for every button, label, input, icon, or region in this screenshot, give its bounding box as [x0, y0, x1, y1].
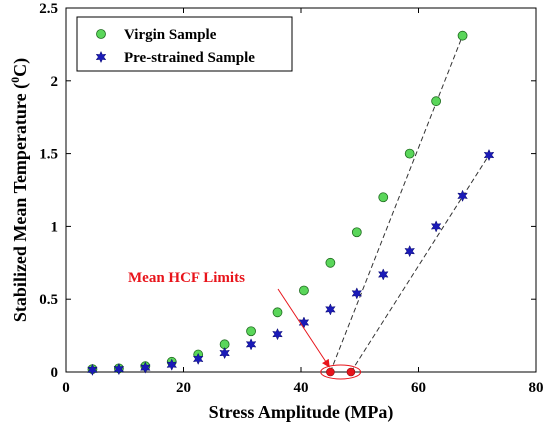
pre-strained-point	[272, 328, 283, 341]
y-axis-label: Stabilized Mean Temperature (0C)	[8, 58, 31, 322]
pre-strained-point	[404, 245, 415, 258]
y-axis-label-prefix: Stabilized Mean Temperature (	[10, 83, 31, 322]
legend: Virgin Sample Pre-strained Sample	[76, 16, 293, 72]
x-tick-label: 0	[62, 380, 70, 396]
y-tick-label: 2	[51, 74, 59, 90]
pre-strained-point	[192, 352, 204, 366]
pre-strained-point	[457, 189, 468, 202]
pre-strained-point	[483, 148, 495, 162]
y-tick-label: 0	[51, 365, 59, 381]
virgin-point	[325, 257, 336, 268]
pre-strained-point	[87, 363, 98, 376]
virgin-point	[246, 326, 256, 337]
virgin-point	[378, 192, 389, 203]
y-axis-label-suffix: C)	[10, 58, 31, 77]
virgin-point	[299, 285, 309, 296]
annotation-group: Mean HCF Limits	[128, 270, 362, 380]
legend-marker-pre-strained	[95, 50, 107, 64]
pre-strained-point	[166, 358, 178, 371]
fit-line	[350, 154, 490, 373]
legend-box	[76, 16, 293, 72]
pre-strained-point	[113, 362, 125, 376]
data-points	[87, 30, 495, 376]
virgin-point	[431, 96, 442, 107]
y-tick-label: 2.5	[39, 1, 58, 17]
x-tick-label: 60	[411, 380, 426, 396]
y-tick-label: 0.5	[39, 292, 58, 308]
pre-strained-point	[351, 287, 363, 300]
pre-strained-point	[325, 303, 336, 316]
x-tick-label: 20	[176, 380, 191, 396]
annotation-arrow	[277, 288, 330, 368]
y-axis-label-superscript: 0	[8, 77, 22, 83]
hcf-limit-point	[326, 367, 335, 377]
virgin-point	[404, 148, 415, 159]
legend-entry-virgin: Virgin Sample	[124, 27, 217, 43]
x-axis-label: Stress Amplitude (MPa)	[209, 402, 394, 423]
x-tick-label: 80	[529, 380, 544, 396]
y-tick-label: 1	[51, 219, 59, 235]
hcf-limit-point	[346, 367, 356, 377]
pre-strained-point	[219, 346, 230, 360]
pre-strained-point	[245, 338, 257, 351]
pre-strained-point	[430, 220, 442, 233]
axis-ticks: 0 20 40 60 80 0 0.5 1 1.5 2 2.5	[39, 1, 543, 396]
virgin-point	[272, 307, 283, 318]
fit-lines	[329, 35, 490, 373]
pre-strained-point	[377, 268, 389, 281]
virgin-point	[351, 227, 362, 238]
hcf-limit-ellipse	[320, 364, 362, 380]
fit-line	[329, 35, 464, 373]
virgin-point	[457, 30, 468, 41]
pre-strained-point	[140, 361, 151, 374]
legend-entry-pre-strained: Pre-strained Sample	[124, 50, 255, 66]
legend-marker-virgin	[96, 29, 106, 39]
annotation-text: Mean HCF Limits	[128, 270, 245, 286]
x-tick-label: 40	[294, 380, 309, 396]
y-tick-label: 1.5	[39, 147, 58, 163]
